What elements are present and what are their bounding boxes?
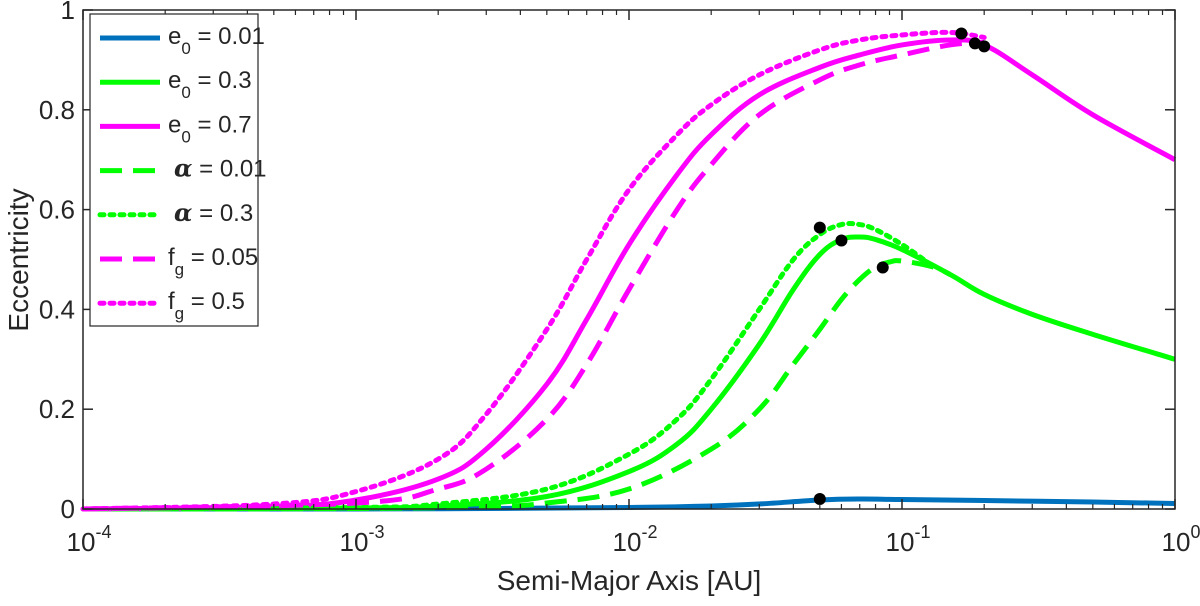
series-marker-7	[955, 27, 968, 40]
series-marker-4	[876, 261, 889, 274]
plot-area	[83, 10, 1175, 509]
series-line-4	[82, 258, 952, 512]
y-axis-title: Eccentricity	[3, 188, 34, 331]
series-line-7	[80, 29, 987, 512]
legend-label-7: fg = 0.5	[168, 288, 245, 323]
legend-label-1: e0 = 0.01	[168, 23, 265, 58]
y-tick-label: 0.4	[39, 294, 75, 324]
legend-label-6: fg = 0.05	[168, 244, 258, 279]
marker-layer	[813, 27, 991, 506]
axes-layer: 10-4 10-3 10-2 10-1 100 0 0.2 0.4 0.6 0.8 1	[39, 0, 1200, 557]
y-tick-label: 0.8	[39, 95, 75, 125]
x-tick-label: 10-3	[340, 522, 385, 557]
series-marker-2	[835, 234, 848, 247]
x-axis-title: Semi-Major Axis [AU]	[497, 565, 762, 596]
legend-label-2: e0 = 0.3	[168, 67, 252, 102]
series-line-6	[82, 39, 985, 512]
legend-label-5: α = 0.3	[174, 198, 253, 227]
legend-label-3: e0 = 0.7	[168, 111, 252, 146]
legend-label-4: α = 0.01	[174, 154, 267, 183]
series-line-5	[80, 221, 927, 512]
series-marker-1	[813, 493, 826, 506]
series-marker-3	[978, 40, 991, 53]
series-marker-5	[813, 221, 826, 234]
y-tick-label: 0	[61, 494, 75, 524]
x-tick-label: 10-4	[67, 522, 112, 557]
y-tick-label: 0.6	[39, 195, 75, 225]
x-tick-label: 100	[1162, 522, 1200, 557]
y-tick-label: 1	[61, 0, 75, 25]
series-marker-6	[968, 37, 981, 50]
y-tick-label: 0.2	[39, 394, 75, 424]
legend: e0 = 0.01 e0 = 0.3 e0 = 0.7 α = 0.01 α = 0.3…	[89, 13, 267, 327]
x-tick-label: 10-2	[613, 522, 658, 557]
x-tick-label: 10-1	[886, 522, 931, 557]
